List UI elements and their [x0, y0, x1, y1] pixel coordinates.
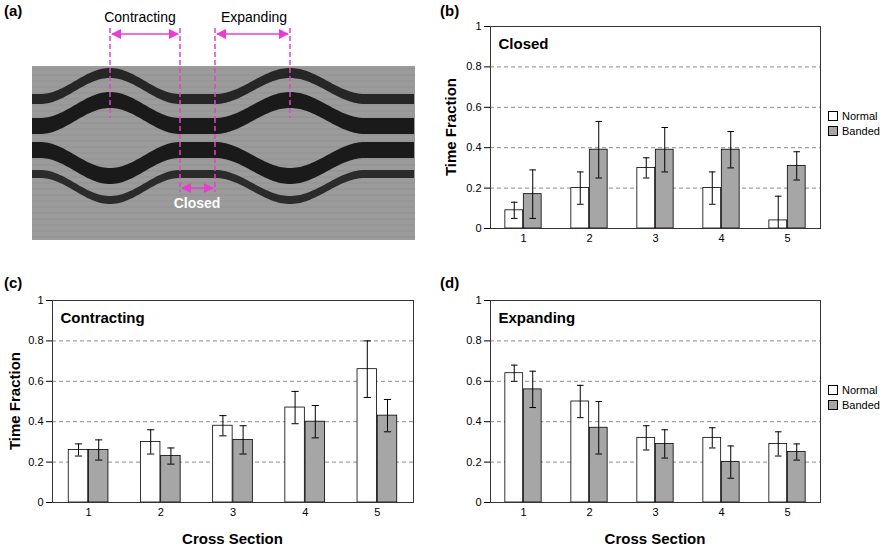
- svg-text:3: 3: [652, 232, 658, 244]
- svg-text:1: 1: [475, 20, 481, 32]
- svg-text:0.4: 0.4: [28, 415, 43, 427]
- html-text:Banded: Banded: [842, 399, 880, 411]
- svg-text:Contracting: Contracting: [61, 309, 145, 326]
- svg-text:2: 2: [158, 506, 164, 518]
- svg-text:0: 0: [475, 496, 481, 508]
- svg-text:0.8: 0.8: [28, 334, 43, 346]
- svg-text:0.4: 0.4: [466, 141, 481, 153]
- svg-text:5: 5: [784, 232, 790, 244]
- svg-text:1: 1: [520, 506, 526, 518]
- svg-text:0.2: 0.2: [466, 456, 481, 468]
- html-text:Normal: Normal: [842, 384, 878, 396]
- html-text:(c): (c): [4, 274, 23, 291]
- svg-text:Closed: Closed: [499, 35, 549, 52]
- svg-text:4: 4: [718, 232, 724, 244]
- svg-text:1: 1: [475, 294, 481, 306]
- svg-text:5: 5: [374, 506, 380, 518]
- svg-text:4: 4: [718, 506, 724, 518]
- svg-text:0.2: 0.2: [466, 182, 481, 194]
- svg-text:0: 0: [37, 496, 43, 508]
- svg-text:0.6: 0.6: [466, 375, 481, 387]
- svg-text:0.6: 0.6: [466, 101, 481, 113]
- svg-text:2: 2: [586, 506, 592, 518]
- html-text:(b): (b): [440, 2, 460, 19]
- svg-text:1: 1: [520, 232, 526, 244]
- svg-text:5: 5: [784, 506, 790, 518]
- svg-text:0: 0: [475, 222, 481, 234]
- svg-text:0.8: 0.8: [466, 60, 481, 72]
- svg-text:3: 3: [652, 506, 658, 518]
- html-text:(a): (a): [4, 2, 23, 19]
- svg-text:Contracting: Contracting: [104, 9, 176, 25]
- svg-text:1: 1: [86, 506, 92, 518]
- html-text:Time Fraction: Time Fraction: [441, 78, 459, 176]
- svg-text:1: 1: [37, 294, 43, 306]
- svg-text:Expanding: Expanding: [221, 9, 287, 25]
- svg-text:0.6: 0.6: [28, 375, 43, 387]
- svg-text:4: 4: [302, 506, 308, 518]
- svg-text:3: 3: [230, 506, 236, 518]
- html-text:(d): (d): [440, 274, 460, 291]
- svg-text:0.2: 0.2: [28, 456, 43, 468]
- svg-text:2: 2: [586, 232, 592, 244]
- svg-text:0.4: 0.4: [466, 415, 481, 427]
- html-text:Cross Section: Cross Section: [604, 530, 706, 547]
- html-text:Cross Section: Cross Section: [182, 530, 283, 547]
- svg-text:0.8: 0.8: [466, 334, 481, 346]
- html-text:Normal: Normal: [842, 110, 878, 122]
- svg-text:Closed: Closed: [174, 195, 221, 211]
- html-text:Time Fraction: Time Fraction: [5, 352, 23, 450]
- svg-text:Expanding: Expanding: [499, 309, 576, 326]
- html-text:Banded: Banded: [842, 125, 880, 137]
